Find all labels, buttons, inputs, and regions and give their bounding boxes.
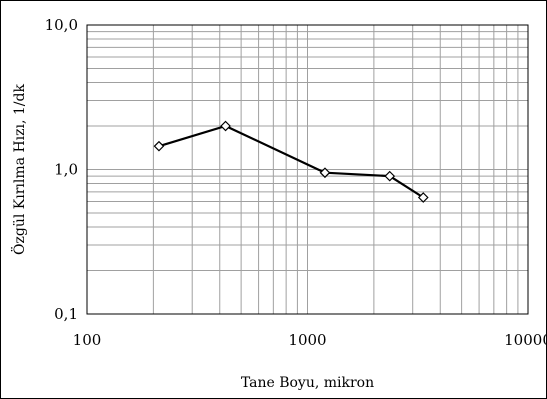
data-point-marker	[153, 140, 165, 152]
data-point-marker	[417, 192, 429, 203]
x-tick-label: 1000	[288, 331, 326, 349]
x-tick-label: 10000	[504, 331, 546, 349]
axis-ticks: 100 1000 10000 10,0 1,0 0,1	[45, 16, 546, 349]
data-point-marker	[319, 167, 331, 179]
grid	[86, 25, 528, 315]
y-tick-label: 10,0	[45, 16, 78, 34]
data-point-marker	[220, 120, 231, 132]
x-tick-label: 100	[73, 331, 102, 349]
data-point-marker	[384, 170, 396, 182]
y-axis-title: Özgül Kırılma Hızı, 1/dk	[10, 84, 28, 255]
plot-area	[86, 24, 529, 315]
x-axis-title: Tane Boyu, mikron	[241, 375, 374, 391]
series-line	[158, 124, 424, 199]
series-layer	[153, 120, 429, 203]
y-tick-label: 1,0	[54, 161, 78, 179]
y-tick-label: 0,1	[54, 305, 78, 323]
